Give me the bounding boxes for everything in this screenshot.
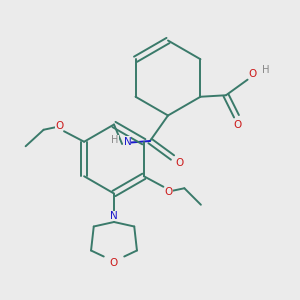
Text: H: H	[262, 65, 270, 75]
Text: N: N	[124, 136, 131, 147]
Text: O: O	[55, 121, 63, 131]
Text: O: O	[249, 69, 257, 79]
Text: H: H	[111, 135, 118, 145]
Text: O: O	[165, 187, 173, 197]
Text: O: O	[110, 257, 118, 268]
Text: O: O	[234, 120, 242, 130]
Text: O: O	[175, 158, 183, 168]
Text: N: N	[110, 211, 118, 221]
